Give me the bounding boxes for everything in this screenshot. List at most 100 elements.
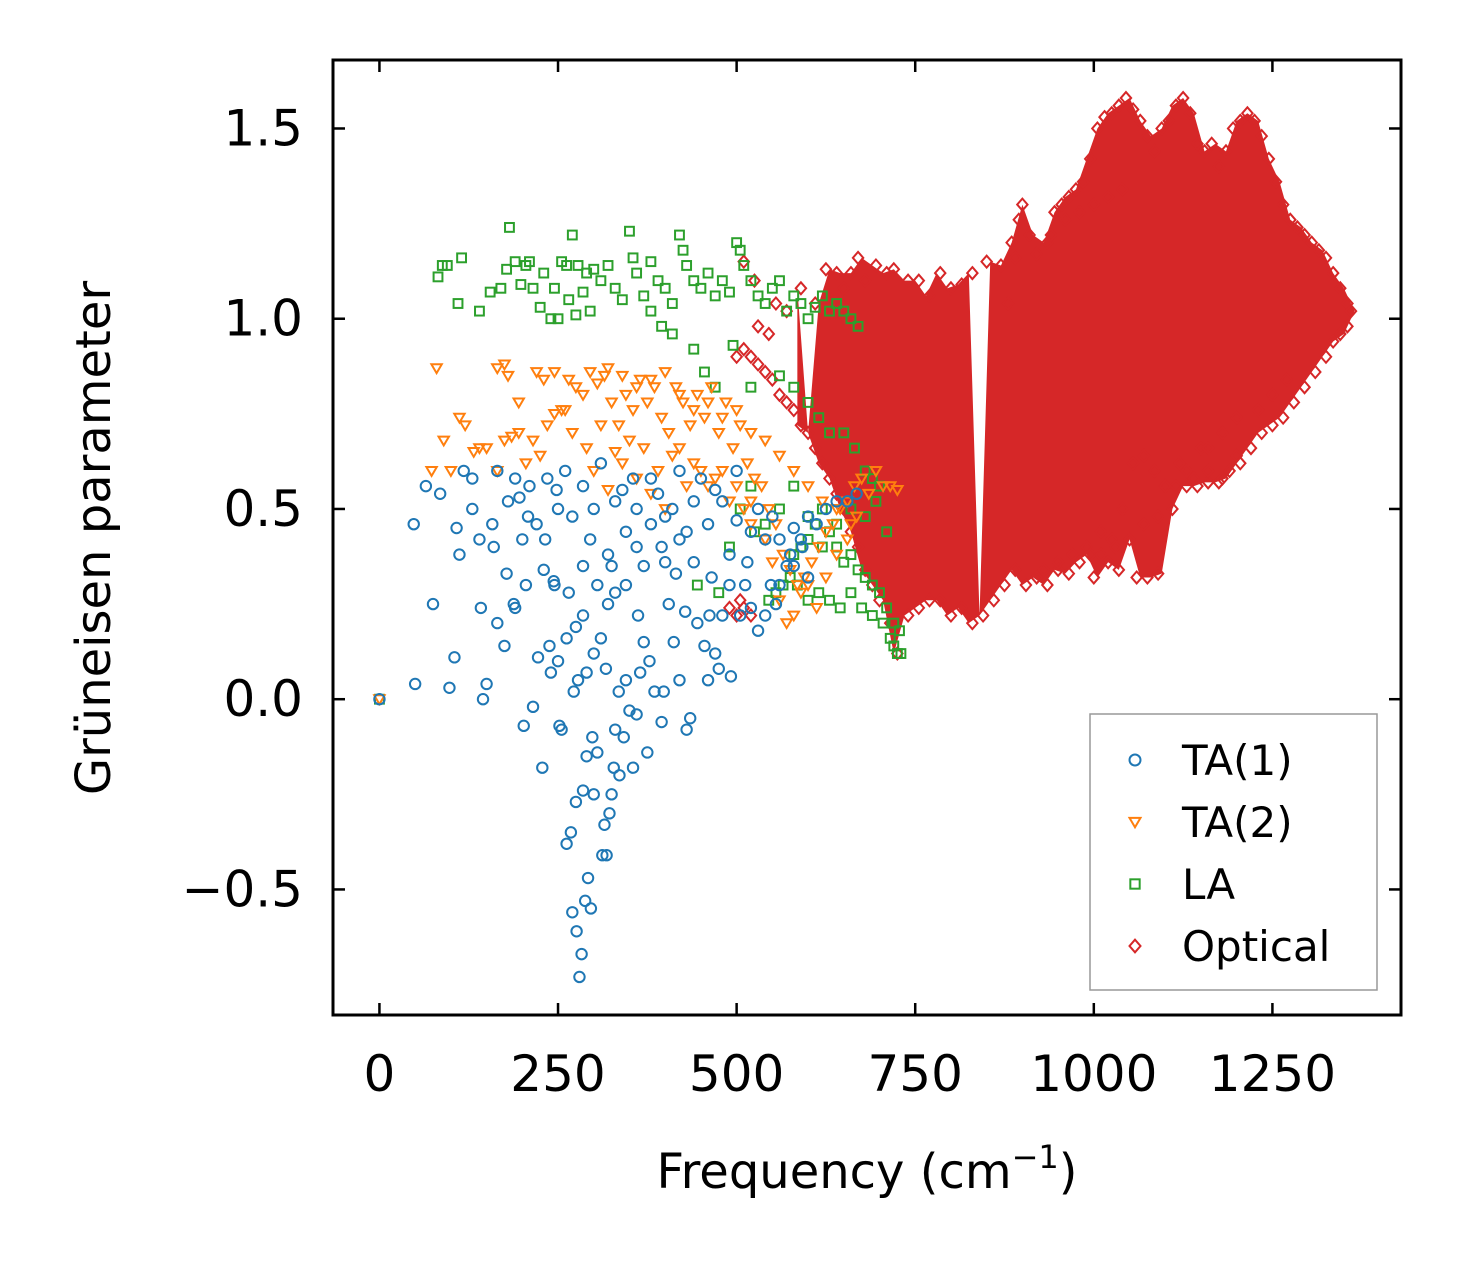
data-point (593, 420, 608, 433)
data-point (604, 397, 619, 410)
data-point (1287, 394, 1301, 410)
data-point (576, 784, 590, 797)
data-point (656, 320, 668, 332)
data-point (538, 533, 552, 546)
data-point (787, 402, 801, 418)
data-point (547, 408, 562, 421)
data-point (631, 609, 645, 622)
data-point (611, 420, 626, 433)
data-point (619, 673, 633, 687)
data-point (626, 405, 640, 417)
data-point (518, 458, 533, 471)
data-point (745, 275, 757, 287)
data-point (666, 502, 679, 516)
data-point (788, 381, 800, 393)
legend: TA(1) TA(2) LA Optical (1089, 713, 1378, 991)
data-point (808, 440, 822, 456)
data-point (793, 587, 808, 600)
data-point (1176, 90, 1190, 106)
data-point (734, 244, 746, 256)
x-axis-label-main: Frequency (cm (656, 1144, 1011, 1200)
data-point (605, 788, 618, 801)
data-point (1308, 364, 1322, 380)
data-point (1205, 136, 1219, 152)
data-point (527, 282, 539, 294)
data-point (1151, 509, 1165, 525)
data-point (987, 592, 1001, 608)
data-point (627, 252, 639, 264)
data-point (626, 472, 640, 485)
data-point (794, 533, 808, 546)
data-point (645, 256, 657, 268)
data-point (567, 685, 580, 698)
data-point (587, 788, 600, 801)
data-point (450, 521, 463, 535)
data-point (744, 525, 758, 538)
data-point (680, 525, 693, 538)
data-point (1105, 105, 1119, 121)
data-point (1251, 402, 1265, 418)
data-point (584, 305, 596, 317)
data-point (772, 387, 787, 403)
data-point (580, 666, 593, 679)
data-point (1255, 128, 1269, 144)
data-point (426, 597, 440, 611)
data-point (687, 556, 700, 569)
data-point (788, 480, 800, 492)
data-point (1326, 265, 1340, 281)
data-point (566, 906, 579, 919)
data-point (619, 525, 633, 538)
data-point (843, 519, 858, 532)
data-point (845, 549, 857, 561)
data-point (965, 265, 979, 281)
data-point (648, 685, 661, 698)
data-point (744, 349, 758, 365)
x-tick-label: 1250 (1209, 1045, 1336, 1103)
data-point (881, 526, 893, 538)
data-point (1298, 227, 1312, 243)
data-point (637, 635, 650, 649)
optical-fill-area (797, 98, 1355, 654)
data-point (473, 533, 486, 546)
data-point (854, 473, 869, 486)
data-point (1140, 569, 1154, 585)
data-point (866, 610, 878, 621)
data-point (584, 902, 598, 915)
data-point (851, 539, 865, 555)
data-point (794, 280, 808, 296)
data-point (609, 282, 621, 294)
x-axis-label-end: ) (1059, 1144, 1078, 1200)
x-axis-label: Frequency (cm−1) (656, 1138, 1077, 1200)
data-point (526, 700, 540, 714)
data-point (531, 651, 545, 664)
data-point (1073, 554, 1087, 570)
data-point (813, 412, 825, 424)
data-point (724, 286, 735, 298)
data-point (372, 694, 387, 707)
data-point (1062, 566, 1076, 582)
data-point (1326, 334, 1340, 350)
data-point (544, 666, 558, 679)
data-point (452, 412, 467, 425)
data-point (497, 359, 512, 372)
data-point (529, 367, 544, 379)
data-point (1094, 524, 1108, 540)
data-point (818, 572, 833, 585)
data-point (667, 635, 680, 649)
data-point (536, 374, 551, 387)
data-point (838, 556, 850, 568)
data-point (723, 548, 736, 561)
data-point (466, 502, 479, 516)
data-point (801, 580, 816, 592)
data-point (466, 472, 479, 485)
data-point (608, 723, 622, 736)
ticks-layer: 0 250 500 750 1000 1250 −0.5 0.0 0.5 1.0 1.5 (182, 60, 1401, 1103)
data-point (1080, 539, 1094, 555)
data-point (1155, 120, 1169, 136)
data-point (536, 761, 549, 774)
data-point (856, 602, 868, 614)
data-point (566, 510, 579, 523)
data-point (804, 557, 819, 570)
data-point (545, 313, 557, 325)
data-point (787, 559, 800, 573)
